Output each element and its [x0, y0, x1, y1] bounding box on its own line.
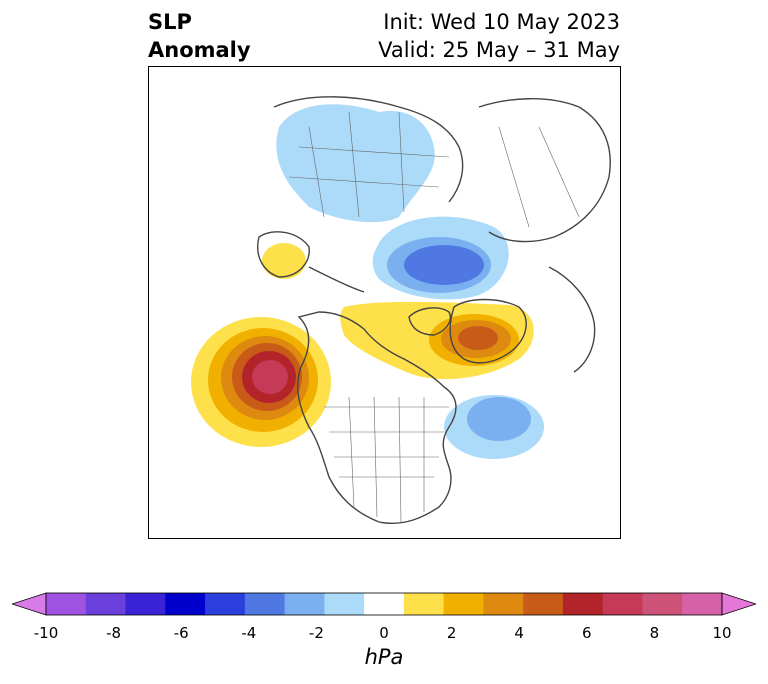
coastlines: [257, 96, 611, 524]
variable-title: SLP Anomaly: [148, 8, 251, 64]
colorbar-segment: [443, 593, 484, 615]
init-date: Init: Wed 10 May 2023: [383, 10, 620, 34]
valid-date: Valid: 25 May – 31 May: [378, 38, 620, 62]
colorbar: [12, 592, 756, 616]
colorbar-segment: [205, 593, 246, 615]
alaska-high-anomaly: [262, 243, 306, 279]
colorbar-tick-label: 4: [514, 624, 524, 642]
siberia-low-anomaly: [276, 104, 435, 223]
colorbar-segment: [364, 593, 405, 615]
colorbar-tick-label: -6: [173, 624, 189, 642]
colorbar-segment: [284, 593, 325, 615]
colorbar-segment: [483, 593, 524, 615]
colorbar-tick-label: -8: [106, 624, 122, 642]
colorbar-outline: [45, 592, 723, 616]
anomaly-map: [148, 66, 621, 539]
colorbar-segment: [46, 593, 87, 615]
colorbar-segment: [642, 593, 683, 615]
variable-title-line2: Anomaly: [148, 38, 251, 62]
colorbar-tick-label: -4: [241, 624, 257, 642]
map-canvas: [191, 96, 611, 524]
arctic-low-anomaly: [372, 216, 509, 300]
colorbar-segment: [562, 593, 604, 615]
date-title: Init: Wed 10 May 2023 Valid: 25 May – 31…: [378, 8, 620, 64]
colorbar-segment: [85, 593, 127, 615]
colorbar-tick-label: 6: [582, 624, 592, 642]
colorbar-extend-max: [721, 592, 756, 616]
colorbar-segment: [324, 593, 365, 615]
northeast-pacific-high-anomaly: [191, 317, 331, 447]
colorbar-segment: [523, 593, 564, 615]
colorbar-tick-label: -2: [308, 624, 324, 642]
colorbar-tick-label: 2: [446, 624, 457, 642]
greenland-high-anomaly: [340, 301, 534, 380]
colorbar-segment: [682, 593, 723, 615]
colorbar-tick-label: -10: [33, 624, 59, 642]
colorbar-segment: [165, 593, 206, 615]
variable-title-line1: SLP: [148, 10, 192, 34]
colorbar-segment: [602, 593, 643, 615]
colorbar-unit-label: hPa: [364, 645, 404, 669]
political-boundaries: [288, 111, 580, 523]
colorbar-segment: [125, 593, 166, 615]
colorbar-segment: [403, 593, 445, 615]
colorbar-tick-label: 8: [649, 624, 660, 642]
colorbar-tick-label: 0: [379, 624, 389, 642]
colorbar-segment: [244, 593, 286, 615]
colorbar-extend-min: [12, 592, 47, 616]
north-atlantic-low-anomaly: [444, 395, 544, 459]
colorbar-tick-label: 10: [712, 624, 732, 642]
